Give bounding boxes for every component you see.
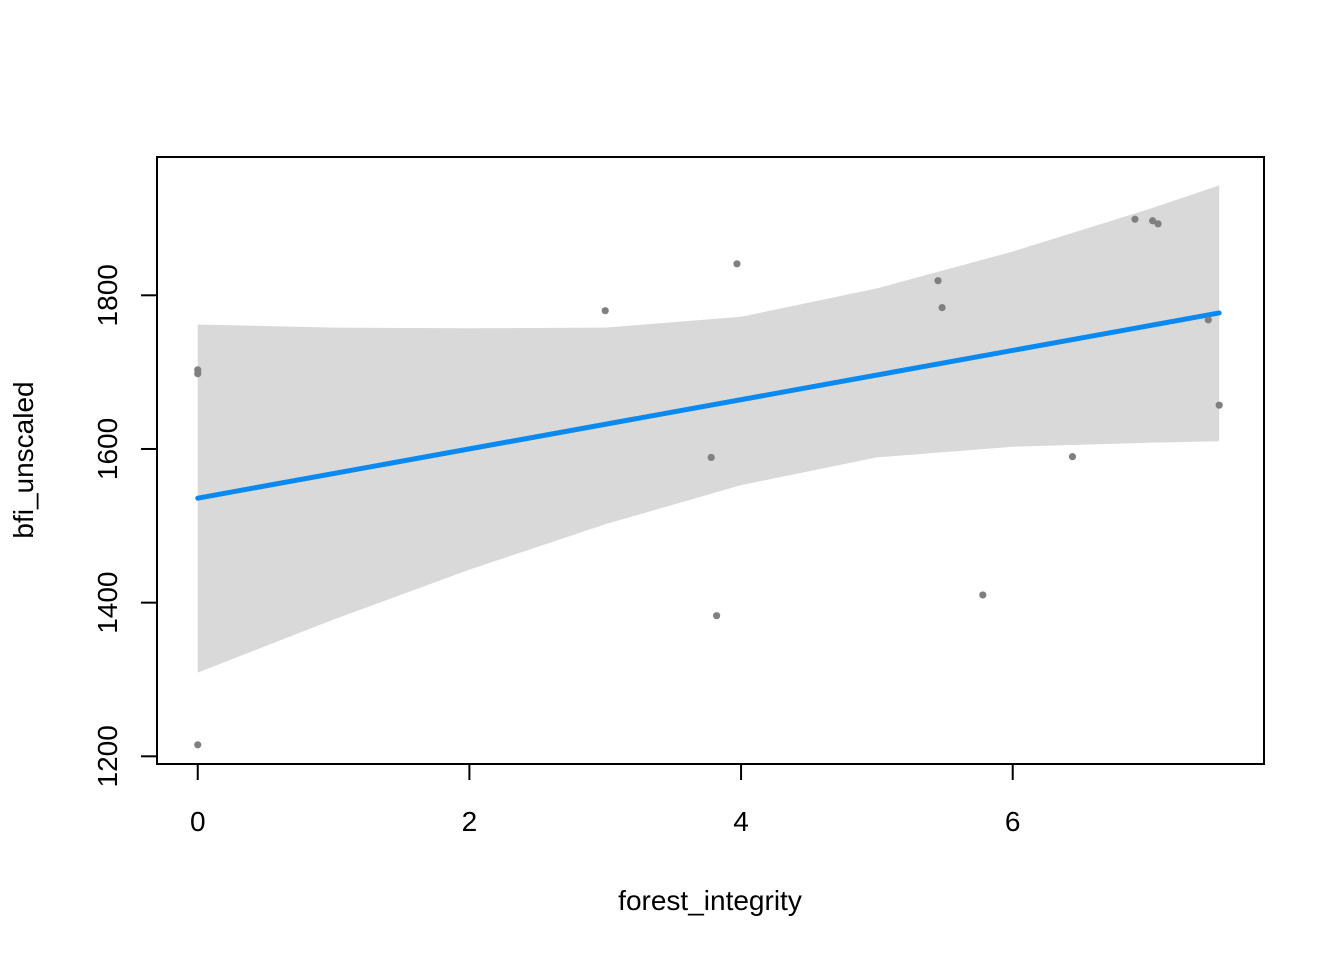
data-point — [934, 277, 942, 285]
x-axis-label: forest_integrity — [618, 885, 802, 916]
confidence-band-layer — [197, 185, 1220, 673]
x-tick-label: 0 — [190, 806, 206, 837]
data-point — [194, 366, 202, 374]
data-point — [1204, 316, 1212, 324]
x-tick-label: 4 — [733, 806, 749, 837]
data-point — [707, 453, 715, 462]
x-tick-label: 6 — [1005, 806, 1021, 837]
y-tick-label: 1400 — [92, 571, 123, 633]
data-point — [979, 591, 987, 599]
data-point — [1154, 220, 1162, 228]
data-point — [1131, 215, 1139, 223]
regression-line — [195, 310, 1222, 501]
y-tick-label: 1600 — [92, 418, 123, 480]
data-point — [1068, 453, 1077, 461]
x-tick-label: 2 — [462, 806, 478, 837]
fit-line-layer — [195, 310, 1222, 501]
points-layer — [194, 215, 1223, 749]
plot-frame — [156, 156, 1265, 765]
data-point — [601, 307, 609, 315]
data-point — [194, 741, 202, 749]
data-point — [733, 260, 741, 268]
axes-layer: 0 2 4 6 1200 1400 1600 1800 — [92, 156, 1265, 837]
data-point — [938, 303, 946, 312]
confidence-band — [197, 185, 1220, 673]
y-axis-label: bfi_unscaled — [8, 381, 39, 538]
y-tick-label: 1800 — [92, 264, 123, 326]
data-point — [1149, 217, 1157, 225]
y-tick-label: 1200 — [92, 725, 123, 787]
data-point — [713, 612, 721, 620]
data-point — [1215, 401, 1223, 409]
